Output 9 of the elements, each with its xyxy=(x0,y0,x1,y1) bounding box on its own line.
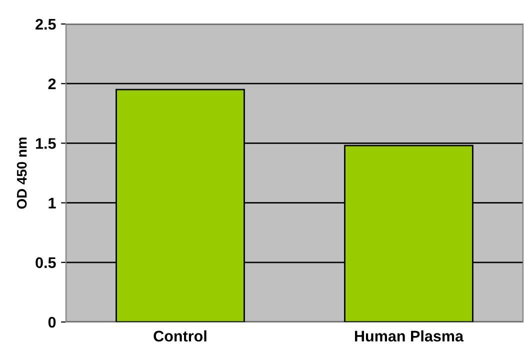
y-tick-label: 1.5 xyxy=(36,138,56,149)
y-tick-label: 0.5 xyxy=(36,257,56,268)
x-tick-label: Human Plasma xyxy=(355,330,464,342)
y-axis-title: OD 450 nm xyxy=(16,138,27,209)
x-tick-label: Control xyxy=(154,330,206,342)
y-tick-label: 2 xyxy=(48,78,56,90)
y-tick-label: 2.5 xyxy=(36,18,56,30)
y-tick-label: 1 xyxy=(48,198,56,208)
y-tick-label: 0 xyxy=(48,316,56,328)
